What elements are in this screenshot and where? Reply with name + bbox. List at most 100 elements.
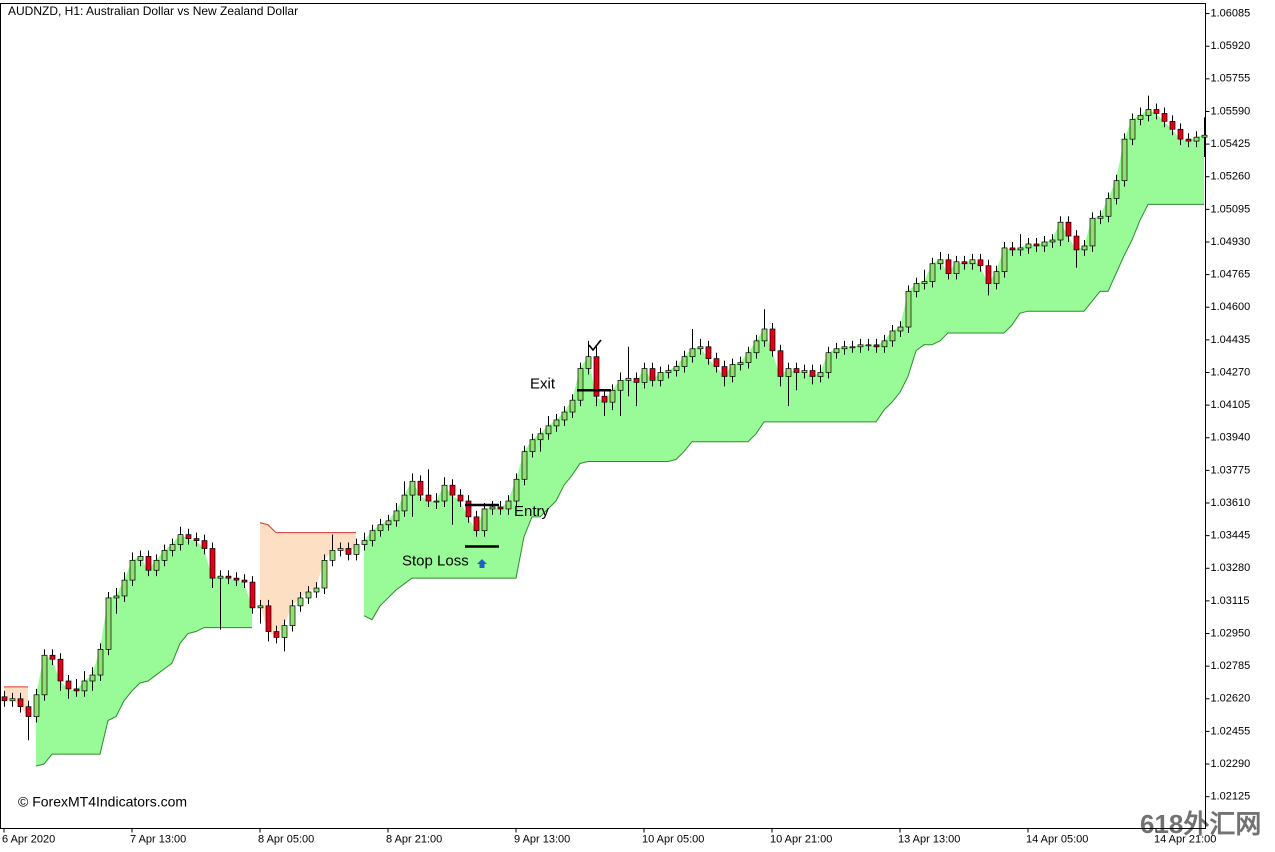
candle-body [529, 439, 536, 452]
candle-body [569, 399, 576, 413]
candle-body [449, 484, 456, 496]
candle-body [209, 548, 216, 579]
level-label: Exit [530, 375, 556, 392]
candle-body [49, 654, 56, 660]
x-tick-label: 6 Apr 2020 [2, 833, 55, 845]
candle-body [505, 500, 512, 510]
candle-body [161, 550, 168, 561]
candle-body [593, 356, 600, 397]
candle-body [617, 380, 624, 391]
trend-band [4, 686, 28, 717]
candle-body [233, 577, 240, 581]
candle-body [1073, 235, 1080, 251]
candle-body [121, 579, 128, 597]
candle-body [1129, 119, 1136, 140]
y-tick-label: 1.04270 [1211, 366, 1251, 378]
candle-body [377, 524, 384, 532]
candle-body [929, 263, 936, 282]
candle-body [425, 494, 432, 502]
candle-body [81, 680, 88, 692]
candle-body [273, 631, 280, 638]
candle-body [817, 372, 824, 377]
candle-body [225, 575, 232, 579]
candle-body [1041, 241, 1048, 247]
candle-body [585, 356, 592, 369]
y-tick-label: 1.03280 [1211, 562, 1251, 574]
candle-body [481, 508, 488, 532]
candle-body [681, 356, 688, 367]
y-tick-label: 1.05095 [1211, 203, 1251, 215]
watermark: © ForexMT4Indicators.com [18, 794, 187, 810]
candle-body [545, 425, 552, 435]
candle-body [985, 265, 992, 284]
candle-body [721, 366, 728, 377]
candle-body [673, 366, 680, 371]
candle-body [1025, 243, 1032, 249]
candle-body [1201, 134, 1208, 138]
candle-body [1057, 221, 1064, 241]
candle-body [1121, 138, 1128, 182]
y-tick-label: 1.02950 [1211, 627, 1251, 639]
candle-body [825, 352, 832, 373]
candle-body [25, 706, 32, 717]
candle-body [657, 372, 664, 381]
candle-body [105, 597, 112, 650]
candle-body [1097, 215, 1104, 219]
axis-layer: 1.02125 1.02290 1.02455 1.02620 1.02785 1.029… [2, 7, 1250, 845]
candle-body [641, 368, 648, 383]
candle-body [353, 544, 360, 555]
candle-body [1033, 243, 1040, 247]
candle-body [889, 330, 896, 342]
candle-body [689, 348, 696, 358]
candle-body [705, 346, 712, 360]
candle-body [1049, 239, 1056, 243]
y-tick-label: 1.02125 [1211, 791, 1251, 803]
candle-body [441, 484, 448, 502]
candle-body [561, 411, 568, 421]
candle-body [1153, 109, 1160, 114]
candle-body [241, 579, 248, 583]
x-tick-label: 13 Apr 13:00 [898, 833, 960, 845]
candle-body [785, 368, 792, 377]
candle-body [521, 451, 528, 480]
candle-body [953, 261, 960, 274]
candle-body [713, 358, 720, 367]
candle-body [73, 688, 80, 692]
candle-body [1193, 136, 1200, 142]
candle-body [1065, 221, 1072, 237]
candle-body [329, 550, 336, 561]
candle-body [537, 433, 544, 441]
x-tick-label: 14 Apr 21:00 [1154, 833, 1216, 845]
candle-body [1113, 180, 1120, 199]
y-tick-label: 1.05920 [1211, 40, 1251, 52]
candle-body [433, 500, 440, 503]
candle-body [297, 597, 304, 607]
check-mark [588, 339, 602, 352]
candle-body [265, 605, 272, 632]
candle-body [1105, 198, 1112, 217]
candle-body [609, 389, 616, 403]
stop-line [259, 522, 356, 534]
candle-body [897, 326, 904, 332]
candle-body [865, 344, 872, 347]
y-tick-label: 1.05590 [1211, 105, 1251, 117]
candle-body [385, 520, 392, 526]
candle-body [921, 281, 928, 284]
y-tick-label: 1.03445 [1211, 530, 1251, 542]
candle-body [761, 328, 768, 342]
x-tick-label: 8 Apr 21:00 [386, 833, 442, 845]
y-tick-label: 1.03940 [1211, 432, 1251, 444]
candle-body [801, 370, 808, 373]
level-label: Stop Loss [402, 552, 469, 569]
chart-title: AUDNZD, H1: Australian Dollar vs New Zea… [8, 4, 298, 18]
candle-body [145, 556, 152, 571]
candle-body [849, 346, 856, 349]
x-tick-label: 7 Apr 13:00 [130, 833, 186, 845]
candle-body [633, 378, 640, 383]
candle-body [913, 283, 920, 292]
trend-band [36, 534, 252, 767]
candle-body [1009, 247, 1016, 251]
candle-body [337, 548, 344, 551]
candle-body [793, 368, 800, 373]
